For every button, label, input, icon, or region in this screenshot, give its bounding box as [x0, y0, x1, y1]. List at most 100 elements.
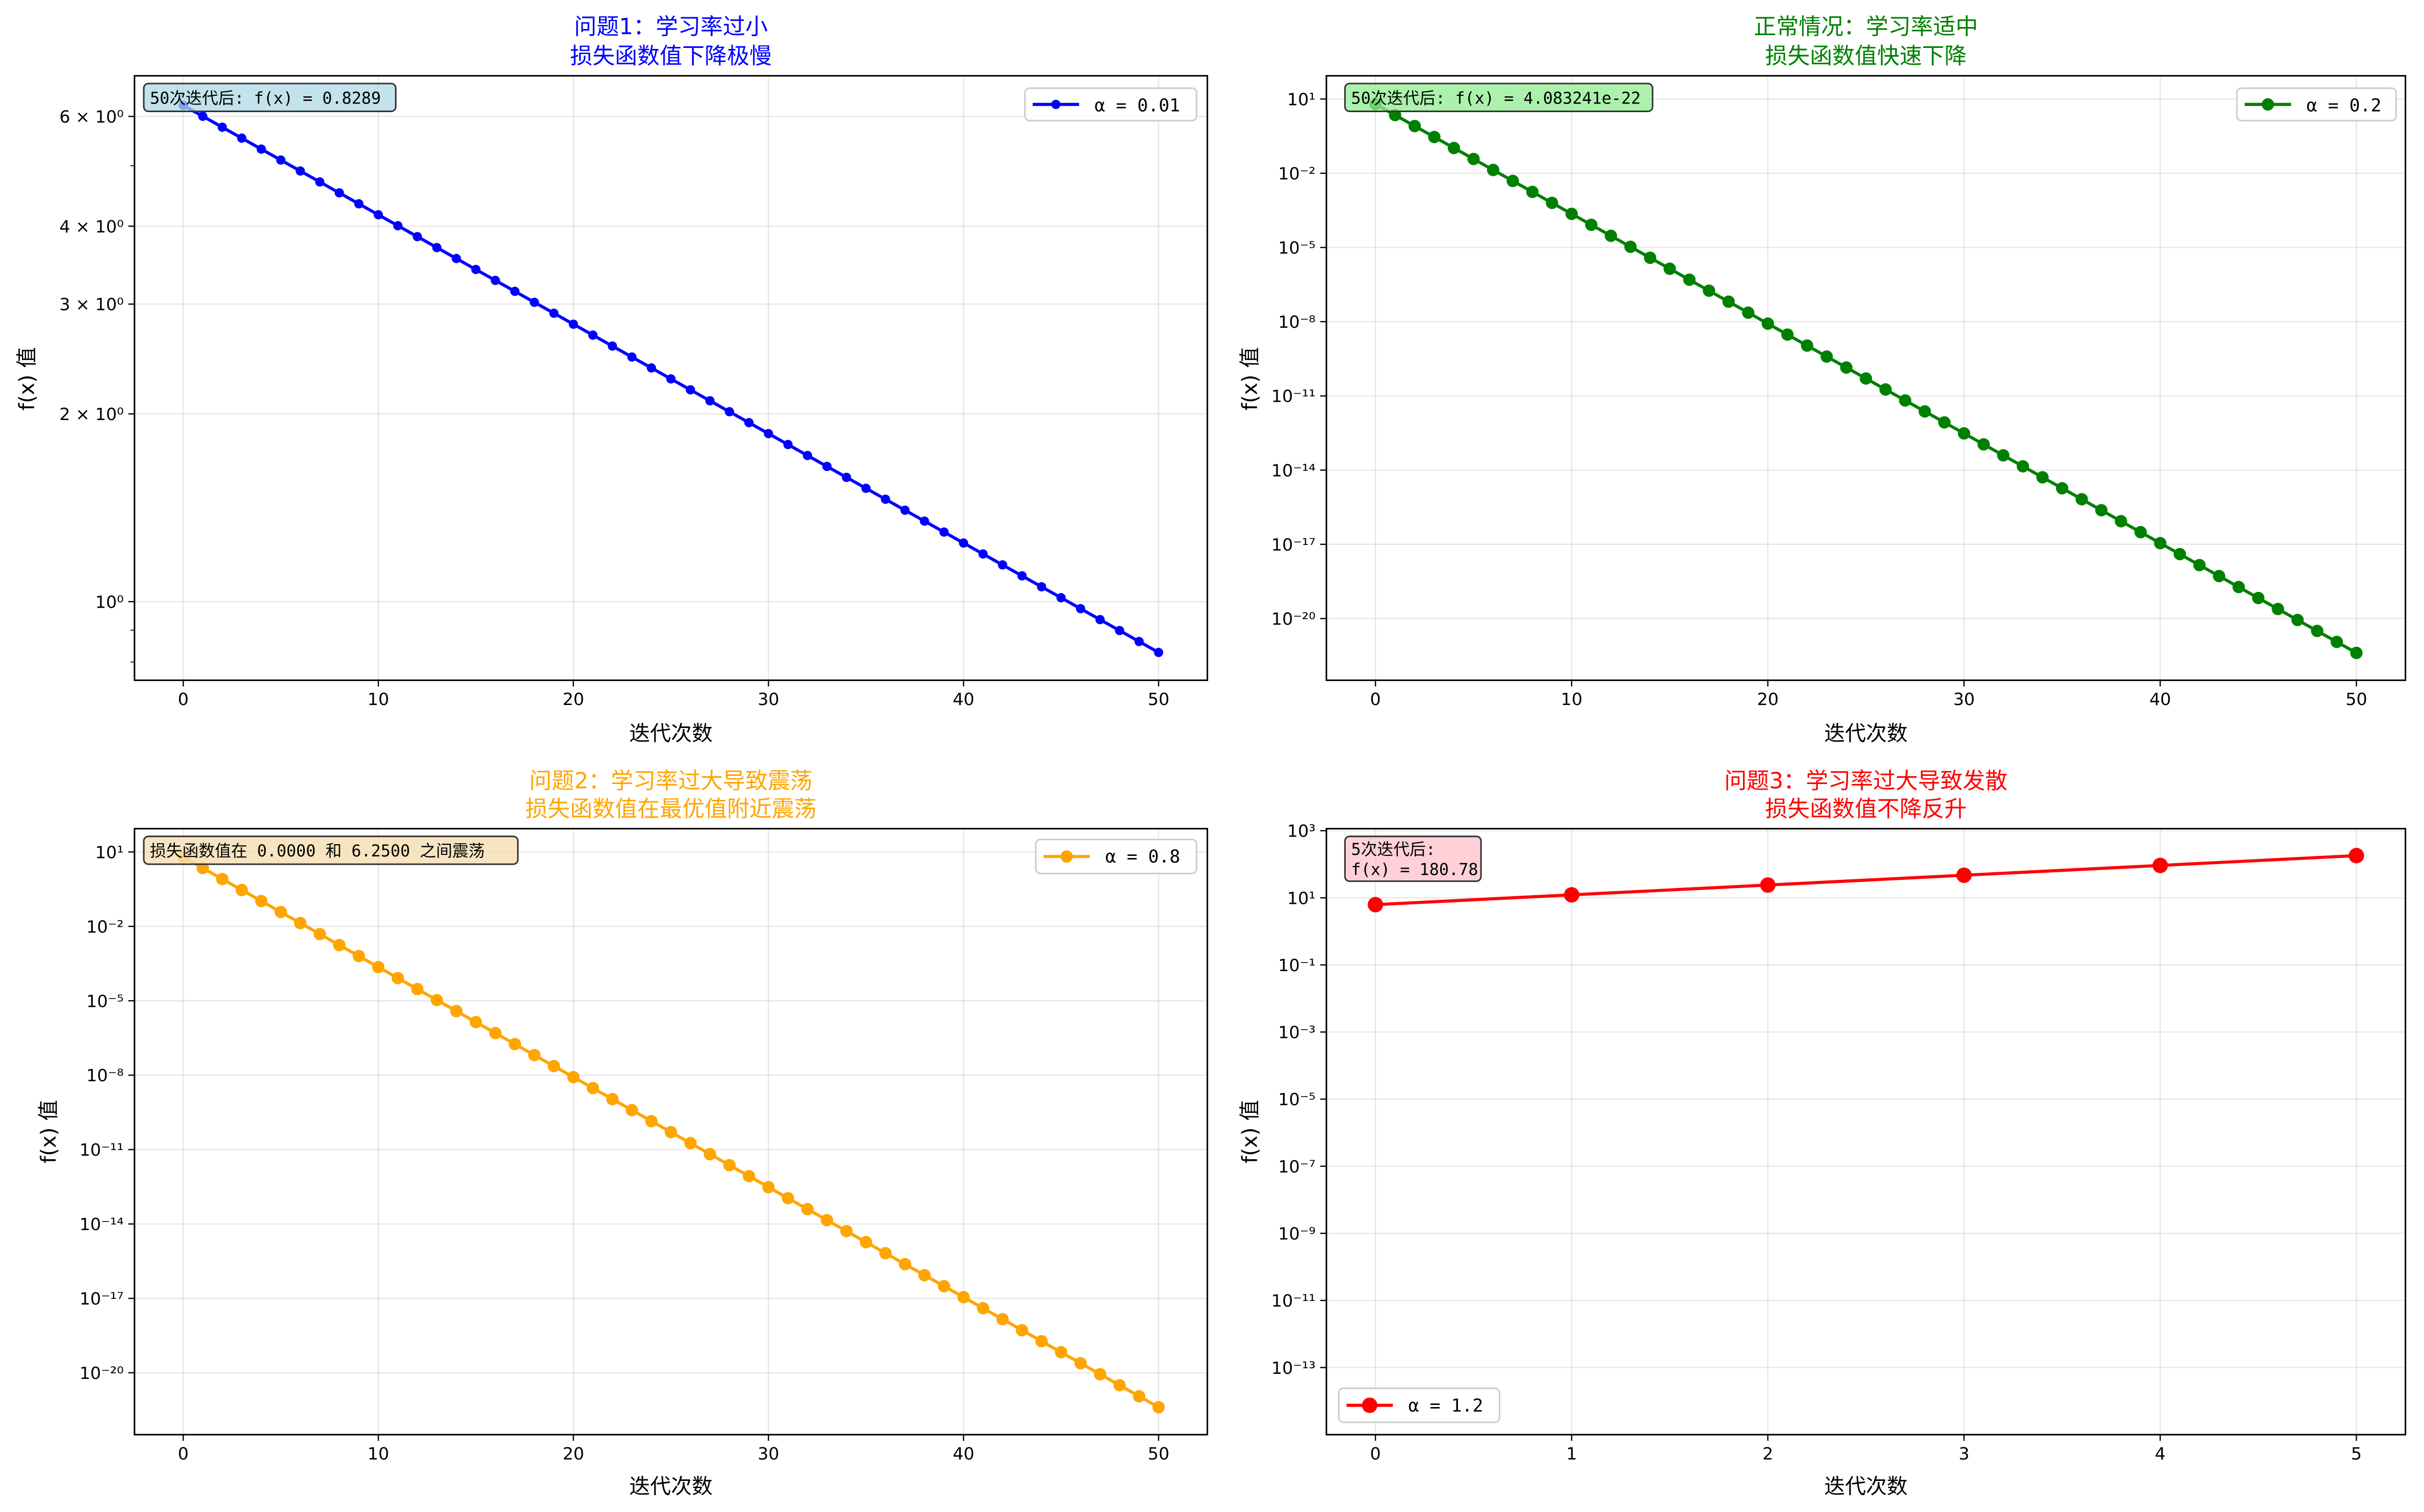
panel-1-legend: α = 0.01: [1024, 87, 1197, 122]
panel-4-xlabel: 迭代次数: [1824, 1474, 1908, 1499]
data-point: [723, 1159, 736, 1171]
x-tick-label: 0: [178, 1444, 189, 1464]
axes-frame: [1325, 828, 2407, 1436]
data-point: [1918, 405, 1931, 418]
data-point: [372, 960, 385, 974]
data-point: [1076, 604, 1085, 614]
data-point: [1958, 427, 1970, 440]
data-point: [879, 1247, 892, 1260]
data-point: [2075, 493, 2088, 506]
data-point: [2350, 646, 2363, 659]
panel-3-ylabel: f(x) 值: [36, 1100, 61, 1163]
y-tick-label: 10⁻⁵: [1278, 238, 1315, 258]
data-point: [1644, 251, 1657, 264]
legend-marker: [2261, 98, 2274, 111]
plot-area: [1326, 828, 2406, 1435]
legend-label: α = 0.2: [2307, 95, 2382, 116]
y-tick-label: 10⁻⁸: [86, 1065, 123, 1085]
data-point: [1055, 1346, 1067, 1359]
axes-frame: [134, 828, 1208, 1436]
data-point: [646, 363, 656, 373]
data-point: [1095, 615, 1105, 624]
data-point: [1760, 877, 1776, 893]
y-tick-label: 10⁻⁵: [1278, 1089, 1315, 1109]
x-tick-label: 10: [368, 1444, 389, 1464]
data-point: [920, 516, 929, 526]
data-point: [2291, 614, 2304, 627]
data-point: [645, 1115, 658, 1128]
data-point: [996, 1313, 1009, 1325]
data-point: [937, 1280, 950, 1293]
x-tick-label: 30: [758, 1444, 779, 1464]
data-point: [2349, 848, 2364, 864]
data-point: [627, 352, 637, 362]
data-point: [1074, 1357, 1087, 1370]
data-point: [333, 939, 346, 951]
data-point: [2095, 504, 2108, 516]
data-point: [1742, 306, 1755, 319]
data-point: [899, 1258, 911, 1270]
data-point: [216, 873, 229, 885]
data-point: [705, 396, 715, 406]
x-tick-label: 40: [953, 1444, 974, 1464]
data-point: [783, 439, 793, 450]
data-point: [802, 451, 813, 460]
y-tick-label: 10⁻¹⁴: [80, 1214, 124, 1234]
legend-label: α = 0.01: [1094, 95, 1180, 116]
data-point: [764, 429, 773, 438]
data-point: [2154, 537, 2167, 550]
annotation-text: 50次迭代后: f(x) = 4.083241e-22: [1351, 88, 1640, 108]
data-point: [315, 177, 325, 187]
panel-3-title-line-1: 问题2：学习率过大导致震荡: [529, 768, 813, 794]
x-tick-label: 30: [758, 689, 779, 709]
panel-3-annotation: 损失函数值在 0.0000 和 6.2500 之间震荡: [143, 836, 519, 865]
data-point: [274, 905, 287, 919]
data-point: [1115, 625, 1125, 635]
data-point: [412, 232, 422, 242]
data-point: [294, 917, 307, 929]
panel-3-title: 问题2：学习率过大导致震荡 损失函数值在最优值附近震荡: [525, 768, 817, 822]
data-point: [1604, 229, 1618, 242]
data-point: [586, 1082, 600, 1094]
data-point: [2017, 460, 2029, 473]
data-point: [256, 144, 266, 154]
panel-1-ylabel: f(x) 值: [15, 347, 39, 410]
data-point: [1956, 867, 1972, 883]
data-point: [530, 297, 539, 307]
data-point: [1546, 196, 1558, 210]
panel-4-annotation: 5次迭代后: f(x) = 180.78: [1344, 836, 1482, 882]
y-tick-label: 10⁻²⁰: [80, 1363, 124, 1383]
data-point: [666, 374, 676, 384]
panel-2-legend: α = 0.2: [2236, 87, 2397, 122]
data-point: [567, 1071, 580, 1084]
data-point: [608, 341, 617, 351]
data-point: [450, 1005, 463, 1018]
data-point: [1879, 383, 1892, 396]
data-point: [1722, 295, 1735, 308]
series-line: [1375, 854, 2357, 906]
data-point: [393, 221, 403, 230]
y-tick-label: 10⁻¹: [1278, 955, 1315, 975]
data-point: [2152, 857, 2168, 873]
y-tick-label: 10⁻⁵: [86, 991, 123, 1011]
annotation-text: 50次迭代后: f(x) = 0.8289: [150, 88, 381, 108]
x-tick-label: 30: [1953, 689, 1974, 709]
data-point: [2193, 559, 2206, 571]
x-tick-label: 1: [1566, 1444, 1577, 1464]
y-tick-label: 10⁻¹¹: [1271, 386, 1316, 406]
data-point: [548, 1060, 560, 1073]
annotation-box: [1344, 83, 1654, 112]
data-point: [939, 527, 949, 537]
data-point: [686, 385, 695, 395]
axes-frame: [1325, 75, 2407, 681]
data-point: [2311, 624, 2324, 637]
data-point: [471, 265, 481, 274]
data-point: [1938, 416, 1951, 429]
y-tick-label: 10⁻¹⁷: [1271, 535, 1316, 555]
panel-1-title: 问题1：学习率过小 损失函数值下降极慢: [570, 14, 772, 69]
data-point: [840, 1224, 853, 1238]
legend-label: α = 0.8: [1105, 847, 1180, 867]
y-tick-label: 10⁻¹⁷: [80, 1289, 124, 1309]
data-point: [237, 133, 247, 143]
